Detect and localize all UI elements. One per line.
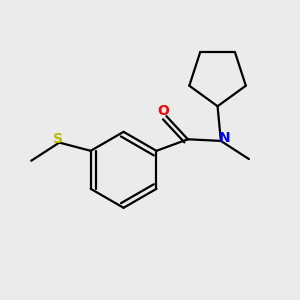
Text: O: O [157,104,169,118]
Text: N: N [219,131,231,145]
Text: S: S [53,132,63,146]
